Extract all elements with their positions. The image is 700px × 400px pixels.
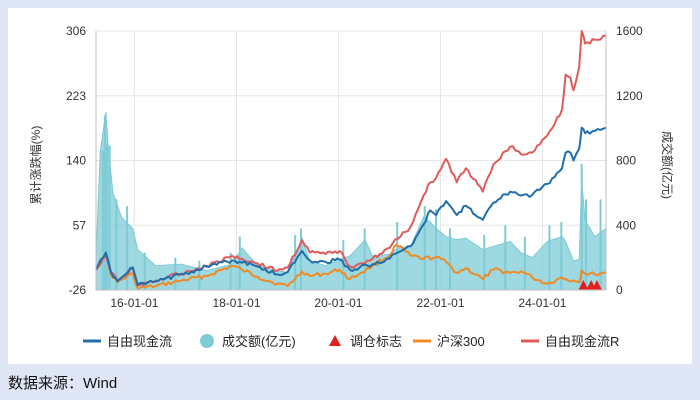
y-tick-label: 140 <box>66 154 86 168</box>
dual-axis-line-chart: 306 223 140 57 -26 1600 1200 800 400 0 16-01-01 18-… <box>28 24 675 349</box>
volume-area <box>95 111 607 291</box>
rebalance-marker <box>591 280 602 290</box>
legend-label: 成交额(亿元) <box>222 334 296 349</box>
y-tick-label: 223 <box>66 89 86 103</box>
legend: 自由现金流 成交额(亿元) 调仓标志 沪深300 自由现金流R <box>83 334 619 349</box>
x-tick-label: 18-01-01 <box>212 296 260 310</box>
series-line-free-cash-flow-r <box>95 30 607 287</box>
rebalance-marker <box>578 280 589 290</box>
x-tick-label: 20-01-01 <box>314 296 362 310</box>
series-line-hs300 <box>95 243 607 290</box>
chart-panel: 306 223 140 57 -26 1600 1200 800 400 0 16-01-01 18-… <box>8 8 692 364</box>
x-tick-label: 24-01-01 <box>518 296 566 310</box>
legend-swatch-volume <box>200 334 214 348</box>
legend-label: 自由现金流 <box>107 334 172 349</box>
y-axis-title: 累计涨跌幅(%) <box>28 126 43 205</box>
series-lines <box>95 30 607 290</box>
x-tick-label: 16-01-01 <box>110 296 158 310</box>
legend-label: 沪深300 <box>437 334 485 349</box>
y-tick-label: 57 <box>73 218 87 232</box>
y2-tick-label: 1200 <box>616 89 643 103</box>
y-tick-label: 306 <box>66 24 86 38</box>
rebalance-markers <box>578 280 602 290</box>
legend-label: 自由现金流R <box>545 334 619 349</box>
series-line-free-cash-flow <box>95 126 607 287</box>
y2-tick-label: 0 <box>616 283 623 297</box>
y2-tick-label: 400 <box>616 218 636 232</box>
volume-area-fill <box>95 111 607 291</box>
axes: 306 223 140 57 -26 1600 1200 800 400 0 16-01-01 18-… <box>66 24 643 310</box>
source-note: 数据来源：Wind <box>8 375 118 392</box>
legend-swatch-rebalance <box>329 335 341 346</box>
y2-tick-label: 1600 <box>616 24 643 38</box>
y2-axis-title: 成交额(亿元) <box>660 131 675 199</box>
legend-label: 调仓标志 <box>350 334 402 349</box>
y2-tick-label: 800 <box>616 154 636 168</box>
grid <box>96 30 606 291</box>
y-tick-label: -26 <box>69 283 87 297</box>
x-tick-label: 22-01-01 <box>416 296 464 310</box>
